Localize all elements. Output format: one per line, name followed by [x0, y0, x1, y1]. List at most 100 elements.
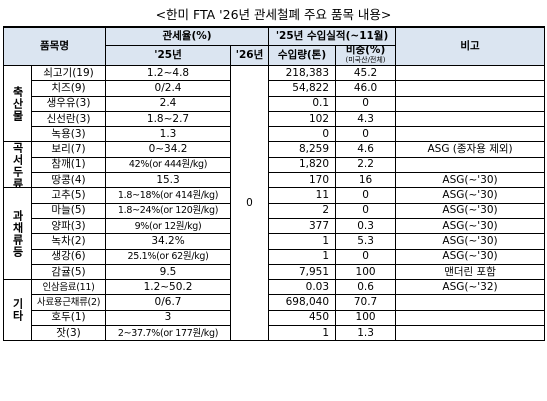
table-cell: 45.2 — [335, 64, 397, 82]
table-cell: 마늘(5) — [30, 202, 107, 219]
table-cell: 1.3 — [335, 325, 397, 342]
header-cell: '26년 — [230, 45, 270, 66]
table-cell: 1.8~2.7 — [105, 110, 232, 128]
table-cell: 0 — [230, 64, 270, 342]
table-cell: 46.0 — [335, 80, 397, 97]
table-cell: 사료용근채류(2) — [30, 294, 107, 311]
table-row: 잣(3) 2~37.7%(or 177원/kg) 1 1.3 — [4, 325, 546, 342]
table-row: 생강(6) 25.1%(or 62원/kg) 1 0 ASG(~'30) — [4, 248, 546, 265]
table-cell: 1.3 — [105, 126, 232, 143]
table-cell: 1.2~50.2 — [105, 279, 232, 296]
table-cell: 0/6.7 — [105, 294, 232, 311]
table-cell: 9.5 — [105, 263, 232, 281]
table-cell: 42%(or 444원/kg) — [105, 156, 232, 174]
table-cell: 1 — [268, 248, 337, 265]
table-cell: ASG(~'32) — [395, 279, 546, 296]
table-cell: ASG(~'30) — [395, 217, 546, 235]
table-cell: 생강(6) — [30, 248, 107, 265]
table-cell: 기타 — [3, 279, 32, 342]
header-cell: '25년 수입실적(~11월) — [268, 26, 397, 46]
table-cell: 0 — [335, 126, 397, 143]
table-cell: 25.1%(or 62원/kg) — [105, 248, 232, 265]
header-cell: '25년 — [105, 45, 232, 66]
header-cell: 수입량(톤) — [268, 45, 337, 66]
table-cell: 0 — [335, 248, 397, 265]
table-cell: ASG(~'30) — [395, 187, 546, 204]
header-note: (미국산/전체) — [345, 56, 386, 64]
table-cell: 참깨(1) — [30, 156, 107, 174]
table-cell: 2~37.7%(or 177원/kg) — [105, 325, 232, 342]
table-cell: 0/2.4 — [105, 80, 232, 97]
table-cell: 인삼음료(11) — [30, 279, 107, 296]
table-cell: 377 — [268, 217, 337, 235]
table-cell: 170 — [268, 172, 337, 189]
table-cell: 54,822 — [268, 80, 337, 97]
table-cell: 1 — [268, 233, 337, 250]
table-cell: 0.03 — [268, 279, 337, 296]
table-cell: 땅콩(4) — [30, 172, 107, 189]
table-row: 신선란(3) 1.8~2.7 102 4.3 — [4, 110, 546, 128]
table-cell: 3 — [105, 309, 232, 327]
table-body: 축산물 쇠고기(19) 1.2~4.8 0 218,383 45.2 치즈(9) 0/2.4 5… — [3, 64, 546, 342]
table-row: 마늘(5) 1.8~24%(or 120원/kg) 2 0 ASG(~'30) — [4, 202, 546, 219]
table-cell: 2.2 — [335, 156, 397, 174]
table-header: 품목명 관세율(%) '25년 수입실적(~11월) 비고 '25년 '26년 … — [2, 26, 546, 66]
table-cell: 1 — [268, 325, 337, 342]
table-cell: ASG(~'30) — [395, 202, 546, 219]
table-row: 녹차(2) 34.2% 1 5.3 ASG(~'30) — [4, 233, 546, 250]
table-cell: 5.3 — [335, 233, 397, 250]
table-row: 호두(1) 3 450 100 — [4, 309, 546, 327]
table-cell: 7,951 — [268, 263, 337, 281]
table-cell: 축산물 — [3, 64, 32, 143]
table-row: 사료용근채류(2) 0/6.7 698,040 70.7 — [4, 294, 546, 311]
table-cell: 0~34.2 — [105, 141, 232, 158]
table-row: 양파(3) 9%(or 12원/kg) 377 0.3 ASG(~'30) — [4, 217, 546, 235]
table-cell: 0 — [335, 187, 397, 204]
table-cell: 4.6 — [335, 141, 397, 158]
table-cell: 1.8~24%(or 120원/kg) — [105, 202, 232, 219]
table-row: 기타 인삼음료(11) 1.2~50.2 0.03 0.6 ASG(~'32) — [3, 279, 546, 342]
table-cell: 생우유(3) — [30, 95, 107, 112]
table-cell: 쇠고기(19) — [30, 64, 107, 82]
table-cell: 4.3 — [335, 110, 397, 128]
table-row: 참깨(1) 42%(or 444원/kg) 1,820 2.2 — [4, 156, 546, 174]
table-cell: 11 — [268, 187, 337, 204]
table-cell: 2 — [268, 202, 337, 219]
table-cell: ASG(~'30) — [395, 248, 546, 265]
table-cell: 450 — [268, 309, 337, 327]
table-cell: 100 — [335, 309, 397, 327]
table-cell: 0.1 — [268, 95, 337, 112]
table-row: 축산물 쇠고기(19) 1.2~4.8 0 218,383 45.2 — [3, 64, 546, 342]
table-cell: 100 — [335, 263, 397, 281]
table-row: 땅콩(4) 15.3 170 16 ASG(~'30) — [4, 172, 546, 189]
table-cell: ASG(~'30) — [395, 172, 546, 189]
table-cell — [395, 294, 546, 311]
table-cell: 1,820 — [268, 156, 337, 174]
table-cell: 과채류등 — [3, 187, 32, 281]
table-cell — [395, 95, 546, 112]
table-cell: 0.6 — [335, 279, 397, 296]
table-cell: 15.3 — [105, 172, 232, 189]
table-cell: 호두(1) — [30, 309, 107, 327]
table-cell: 218,383 — [268, 64, 337, 82]
table-cell: 1.8~18%(or 414원/kg) — [105, 187, 232, 204]
table-cell: 2.4 — [105, 95, 232, 112]
table-cell: 1.2~4.8 — [105, 64, 232, 82]
table-cell — [395, 309, 546, 327]
table-cell: 102 — [268, 110, 337, 128]
table-cell: 녹차(2) — [30, 233, 107, 250]
tariff-table: 품목명 관세율(%) '25년 수입실적(~11월) 비고 '25년 '26년 … — [2, 26, 546, 342]
table-row: 과채류등 고추(5) 1.8~18%(or 414원/kg) 11 0 ASG(~'30) — [3, 187, 546, 281]
table-cell: 34.2% — [105, 233, 232, 250]
header-cell: 관세율(%) — [105, 26, 270, 46]
table-cell: 0 — [268, 126, 337, 143]
table-cell: ASG (종자용 제외) — [395, 141, 546, 158]
table-cell: 잣(3) — [30, 325, 107, 342]
table-cell: 0 — [335, 202, 397, 219]
header-cell: 품목명 — [2, 26, 107, 66]
table-cell: 0 — [335, 95, 397, 112]
header-cell: 비중(%) (미국산/전체) — [335, 45, 397, 66]
table-cell — [395, 126, 546, 143]
table-cell: 곡서두류 — [3, 141, 32, 189]
